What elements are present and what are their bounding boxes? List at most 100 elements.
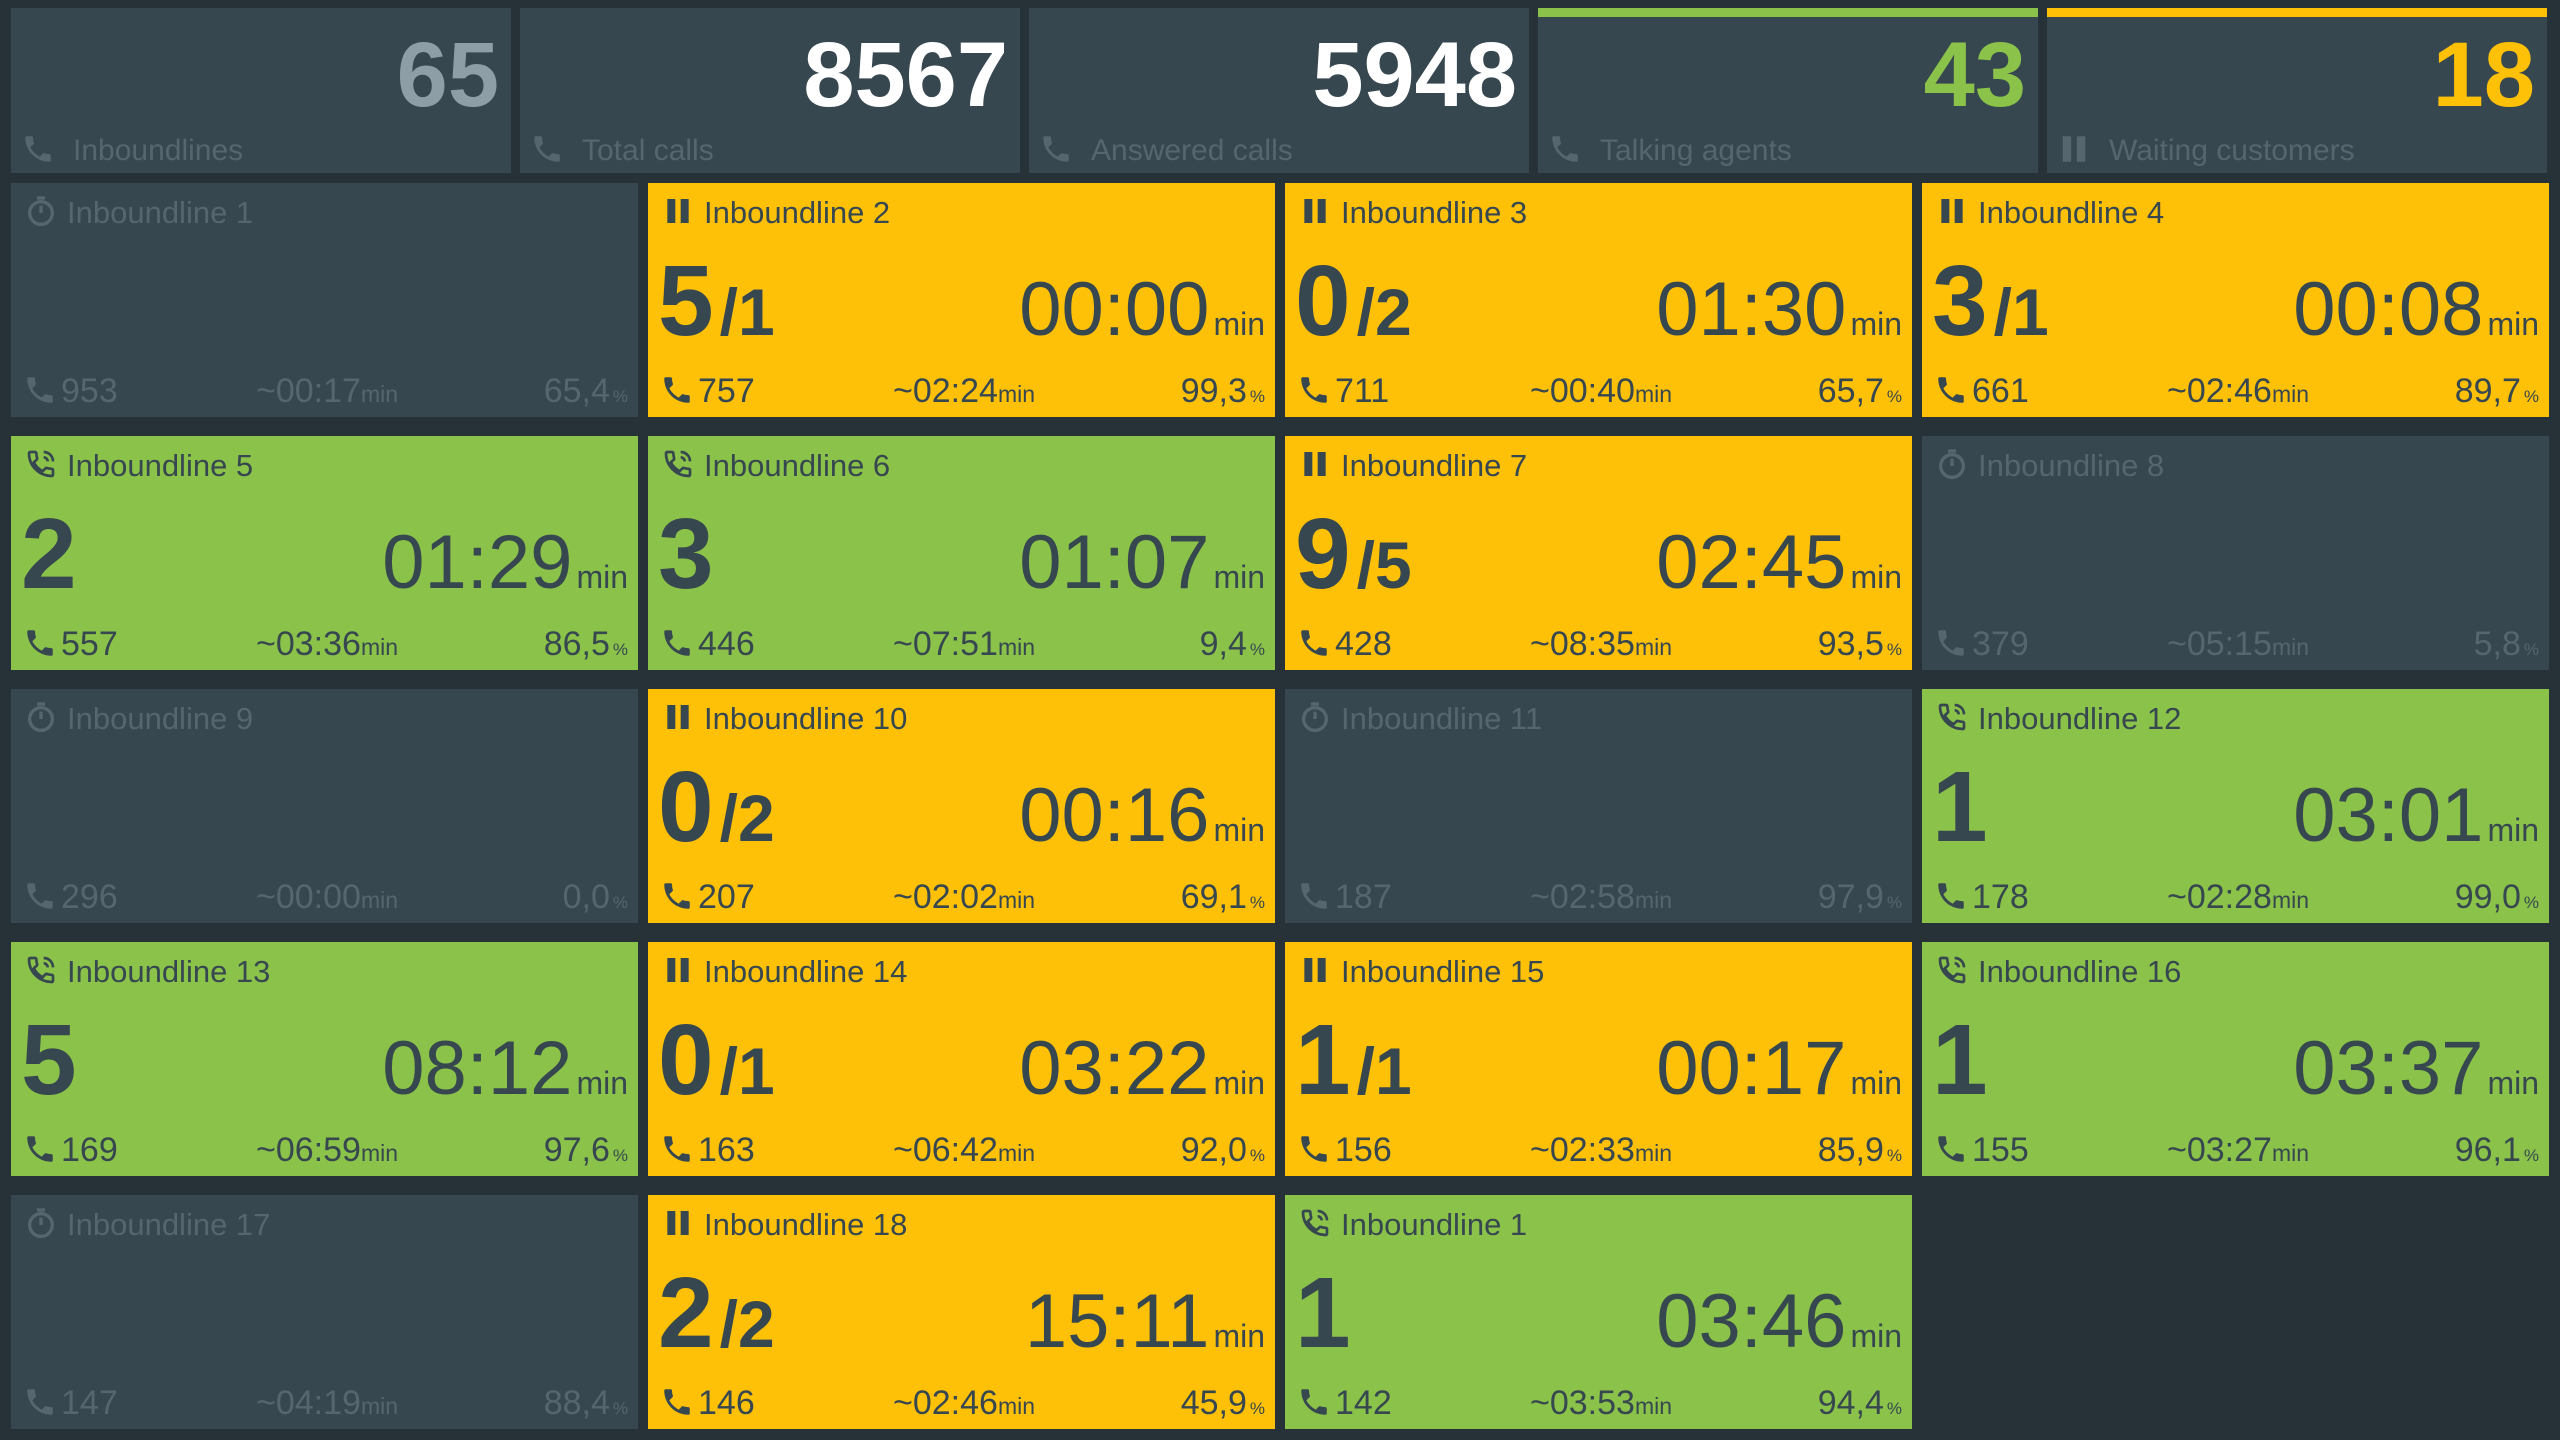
avg-time: ~00:17min [256,372,398,410]
wave [43,956,55,968]
phone-icon [1301,377,1327,403]
phone-shape [1301,1136,1327,1162]
queue: /1 [1994,275,2049,349]
avg: ~02:58 [1530,878,1635,916]
agents: 2 [658,1257,714,1369]
pause-icon [1304,958,1326,982]
phone-shape [1938,377,1964,403]
phone-shape [1938,956,1966,984]
phone-shape [1938,1136,1964,1162]
agent-count: 2 [21,498,77,610]
calls: 142 [1335,1384,1392,1422]
stat-label: Talking agents [1600,134,1792,167]
agent-count: 1 [1932,751,1988,863]
avg: ~02:24 [893,372,998,410]
agents: 1 [1932,1004,1988,1116]
time-unit: min [576,1065,628,1101]
phone-shape [1301,630,1327,656]
stat-value: 5948 [1312,24,1517,126]
avg-unit: min [361,634,398,660]
tile-name: Inboundline 9 [67,701,253,736]
stat-value: 43 [1924,24,2026,126]
pct: 9,4 [1200,625,1247,663]
avg: ~03:53 [1530,1384,1635,1422]
tile-name: Inboundline 18 [704,1207,907,1242]
pct-unit: % [2524,1146,2539,1165]
tile-name: Inboundline 6 [704,448,890,483]
avg-time: ~00:00min [256,878,398,916]
wave [43,450,55,462]
agent-count: 1 [1932,1004,1988,1116]
talk-time: 01:30 min [1656,267,1902,352]
timer-ring [28,1212,55,1239]
avg-unit: min [2272,381,2309,407]
percentage: 9,4% [1200,625,1265,663]
agent-count: 1/1 [1295,1004,1412,1116]
tile-name: Inboundline 15 [1341,954,1544,989]
avg: ~00:17 [256,372,361,410]
timer-icon [1302,702,1329,733]
phone-icon [664,883,690,909]
time: 15:11 [1025,1279,1210,1364]
phone-icon [27,883,53,909]
wave [1954,703,1966,715]
phone-icon [25,136,51,162]
avg-unit: min [361,381,398,407]
avg-unit: min [998,381,1035,407]
pct-unit: % [2524,387,2539,406]
pause-icon [667,199,689,223]
stat-top-bar [2047,8,2547,17]
agents: 1 [1295,1004,1351,1116]
phone-icon [1938,630,1964,656]
avg-unit: min [1635,887,1672,913]
avg-time: ~02:28min [2167,878,2309,916]
avg: ~02:28 [2167,878,2272,916]
agent-count: 5 [21,1004,77,1116]
line-tile: Inboundline 1 953 ~00:17min 65,4% [11,183,638,417]
calls: 379 [1972,625,2029,663]
avg: ~00:00 [256,878,361,916]
phone-shape [1301,1209,1329,1237]
avg: ~02:33 [1530,1131,1635,1169]
time: 00:00 [1019,267,1209,352]
avg-time: ~02:33min [1530,1131,1672,1169]
timer-top [37,1208,45,1212]
wave [1954,956,1966,968]
phone-icon [27,377,53,403]
tile-name: Inboundline 16 [1978,954,2181,989]
agents: 5 [21,1004,77,1116]
talk-icon [27,956,55,984]
phone-shape [27,883,53,909]
pct: 96,1 [2455,1131,2521,1169]
pct: 99,3 [1181,372,1247,410]
stat-label: Waiting customers [2109,134,2355,167]
phone-icon [27,1136,53,1162]
avg: ~03:36 [256,625,361,663]
tile-name: Inboundline 12 [1978,701,2181,736]
tile-bg [11,1195,638,1429]
percentage: 65,4% [544,372,628,410]
talk-time: 03:37 min [2293,1026,2539,1111]
tile-bg [648,1195,1275,1429]
pct-unit: % [1887,1146,1902,1165]
time: 03:37 [2293,1026,2483,1111]
calls: 757 [698,372,755,410]
agents: 3 [1932,245,1988,357]
stat-card: 5948 Answered calls [1029,8,1529,173]
agent-count: 2/2 [658,1257,775,1369]
calls: 163 [698,1131,755,1169]
calls: 178 [1972,878,2029,916]
pct-unit: % [2524,893,2539,912]
avg-time: ~06:42min [893,1131,1035,1169]
tile-name: Inboundline 7 [1341,448,1527,483]
avg: ~06:59 [256,1131,361,1169]
tile-name: Inboundline 11 [1341,701,1542,736]
tile-name: Inboundline 1 [67,195,253,230]
talk-time: 00:08 min [2293,267,2539,352]
